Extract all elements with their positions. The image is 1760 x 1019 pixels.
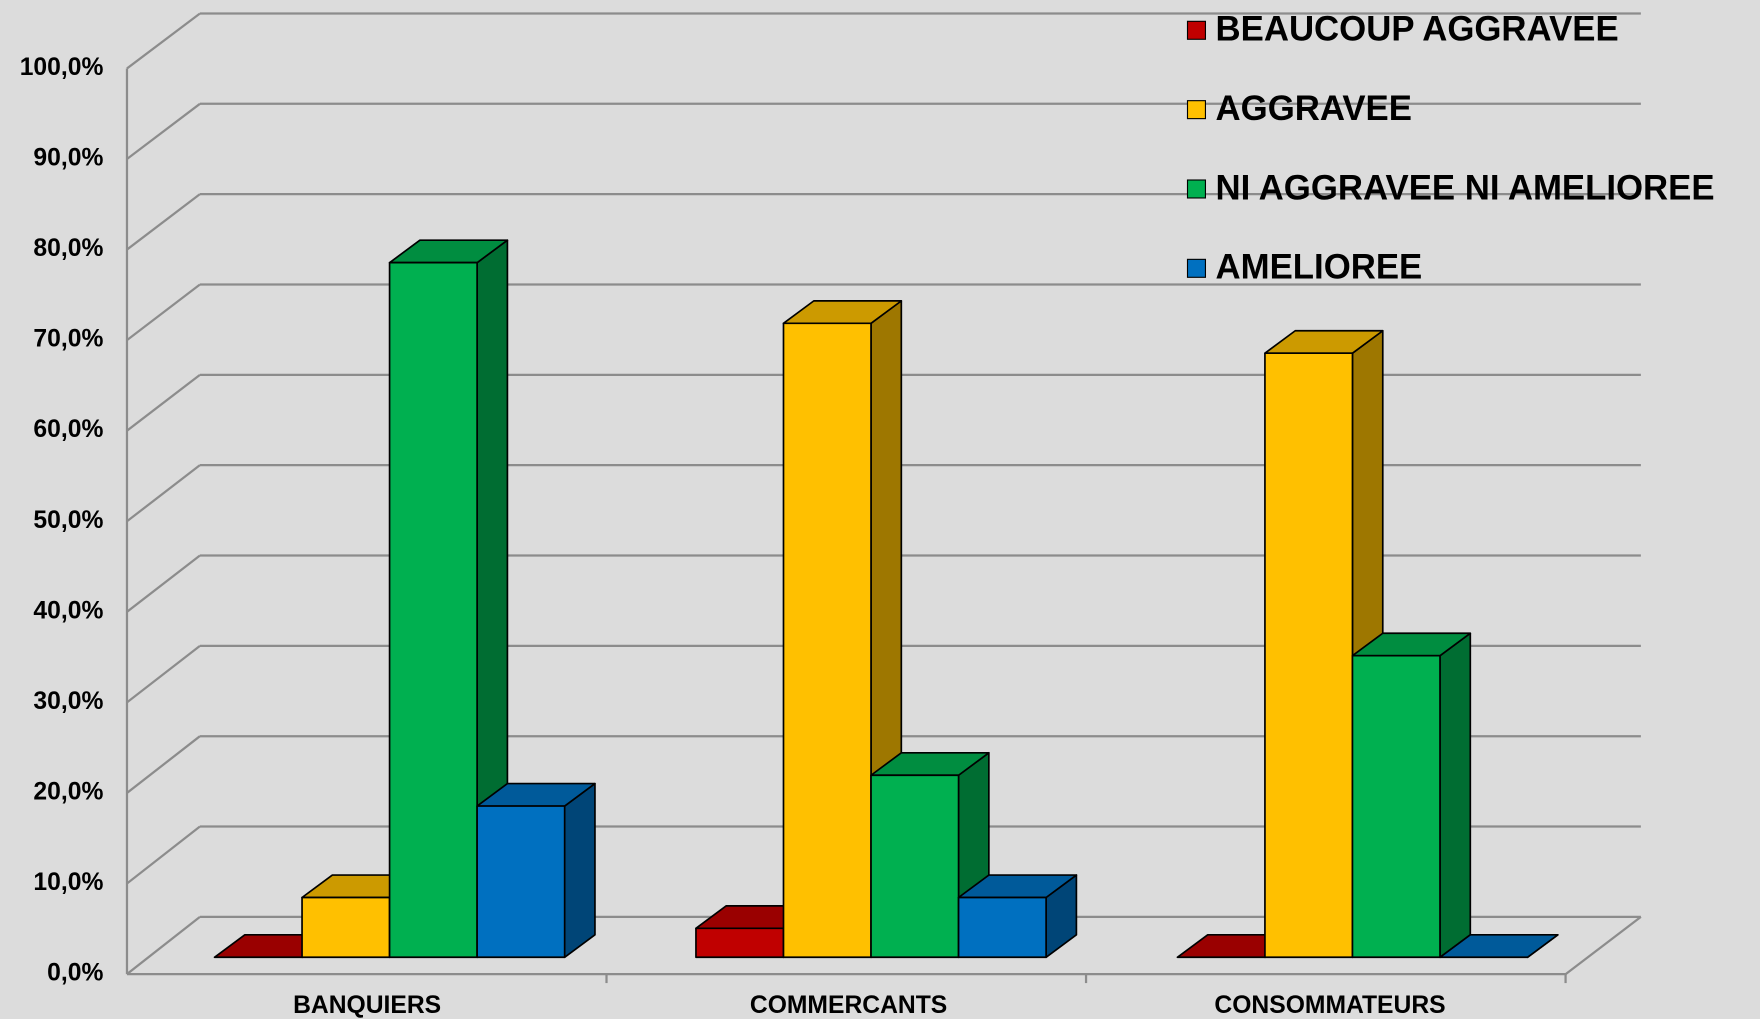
bar-top (1439, 933, 1559, 959)
bar (957, 896, 1047, 959)
legend-swatch (1186, 100, 1207, 120)
y-tick-label: 30,0% (33, 688, 103, 715)
legend-swatch (1186, 20, 1207, 40)
y-tick-label: 100,0% (20, 54, 104, 81)
side-grid-line (126, 464, 201, 523)
side-grid-line (126, 193, 201, 251)
bar (388, 261, 478, 959)
floor-edge (1565, 915, 1642, 976)
side-grid-line (126, 644, 201, 704)
x-tick-label: BANQUIERS (293, 992, 441, 1019)
y-tick-label: 0,0% (47, 960, 103, 987)
legend-label: BEAUCOUP AGGRAVEE (1216, 11, 1619, 49)
legend-swatch (1186, 179, 1207, 199)
bar-side (563, 782, 596, 959)
side-grid-line (126, 12, 201, 70)
side-grid-line (126, 554, 201, 613)
y-tick-label: 90,0% (33, 145, 103, 172)
bar (1264, 352, 1354, 959)
side-grid-line (126, 283, 201, 342)
bar-side (1439, 632, 1472, 959)
x-tick-label: CONSOMMATEURS (1214, 992, 1445, 1019)
y-tick-label: 50,0% (33, 507, 103, 534)
bar (476, 805, 566, 959)
bar (301, 896, 391, 959)
bar (1351, 654, 1441, 959)
y-tick-label: 10,0% (33, 869, 103, 896)
legend-label: AMELIOREE (1216, 249, 1423, 287)
side-grid-line (126, 373, 201, 432)
y-tick-label: 40,0% (33, 597, 103, 624)
y-tick-label: 70,0% (33, 326, 103, 353)
bar (782, 322, 872, 959)
y-tick-label: 80,0% (33, 235, 103, 262)
bar (695, 927, 785, 959)
y-tick-label: 60,0% (33, 416, 103, 443)
legend-swatch (1186, 258, 1207, 278)
legend-label: NI AGGRAVEE NI AMELIOREE (1216, 169, 1715, 207)
y-tick-label: 20,0% (33, 778, 103, 805)
side-grid-line (126, 735, 201, 794)
x-tick-label: COMMERCANTS (750, 992, 947, 1019)
side-grid-line (126, 825, 201, 885)
side-grid-line (126, 915, 201, 975)
side-grid-line (126, 102, 201, 160)
bar (870, 774, 960, 959)
legend-label: AGGRAVEE (1216, 90, 1412, 128)
